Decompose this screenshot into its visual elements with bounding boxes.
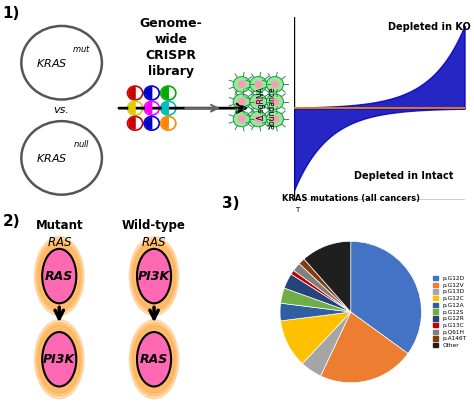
Circle shape xyxy=(238,99,245,105)
Circle shape xyxy=(131,239,177,313)
Circle shape xyxy=(272,99,278,105)
Text: Depleted in Intact: Depleted in Intact xyxy=(354,171,453,181)
Text: PI3K: PI3K xyxy=(138,270,170,282)
Circle shape xyxy=(36,322,82,396)
Circle shape xyxy=(144,116,159,130)
Wedge shape xyxy=(146,102,152,114)
Wedge shape xyxy=(162,87,168,99)
Wedge shape xyxy=(146,87,152,99)
Text: 2): 2) xyxy=(2,214,20,229)
Legend: p.G12D, p.G12V, p.G13D, p.G12C, p.G12A, p.G12S, p.G12R, p.G13C, p.Q61H, p.A146T,: p.G12D, p.G12V, p.G13D, p.G12C, p.G12A, … xyxy=(433,276,467,348)
Circle shape xyxy=(133,242,175,310)
Circle shape xyxy=(272,82,278,87)
Wedge shape xyxy=(162,102,168,114)
Circle shape xyxy=(266,77,283,92)
Text: T: T xyxy=(295,207,300,213)
Wedge shape xyxy=(284,274,351,312)
Text: Wild-type: Wild-type xyxy=(122,219,186,233)
Circle shape xyxy=(36,239,82,313)
Circle shape xyxy=(129,320,179,399)
Circle shape xyxy=(42,332,76,386)
Circle shape xyxy=(131,322,177,396)
Circle shape xyxy=(128,116,143,130)
Text: RAS: RAS xyxy=(45,270,73,282)
Wedge shape xyxy=(351,241,421,354)
Circle shape xyxy=(137,249,171,303)
Circle shape xyxy=(38,242,81,310)
Circle shape xyxy=(161,86,176,100)
Circle shape xyxy=(35,320,84,399)
Wedge shape xyxy=(320,312,408,383)
Circle shape xyxy=(161,101,176,115)
Circle shape xyxy=(233,94,250,109)
Text: $\mathit{null}$: $\mathit{null}$ xyxy=(73,138,91,149)
Wedge shape xyxy=(293,264,351,312)
Circle shape xyxy=(233,77,250,92)
Circle shape xyxy=(42,249,76,303)
Text: PI3K: PI3K xyxy=(43,353,75,366)
Circle shape xyxy=(128,101,143,115)
Circle shape xyxy=(144,101,159,115)
Text: Δ sgRNA
abundance: Δ sgRNA abundance xyxy=(257,87,277,129)
Text: $\mathit{RAS}$: $\mathit{RAS}$ xyxy=(46,236,72,249)
Wedge shape xyxy=(281,288,351,312)
Wedge shape xyxy=(280,303,351,321)
Circle shape xyxy=(35,237,84,316)
Wedge shape xyxy=(291,270,351,312)
Text: $\mathit{KRAS}$: $\mathit{KRAS}$ xyxy=(36,57,68,69)
Text: Depleted in KO: Depleted in KO xyxy=(388,22,471,32)
Circle shape xyxy=(272,116,278,122)
Circle shape xyxy=(21,121,102,195)
Wedge shape xyxy=(162,118,168,129)
Circle shape xyxy=(266,111,283,127)
Circle shape xyxy=(255,99,262,105)
Text: RAS: RAS xyxy=(140,353,168,366)
Circle shape xyxy=(38,325,81,393)
Wedge shape xyxy=(299,259,351,312)
Text: Mutant: Mutant xyxy=(36,219,83,233)
Circle shape xyxy=(128,86,143,100)
Title: KRAS mutations (all cancers): KRAS mutations (all cancers) xyxy=(282,194,420,203)
Text: vs.: vs. xyxy=(54,105,70,115)
Text: $\mathit{KRAS}$: $\mathit{KRAS}$ xyxy=(36,152,68,164)
Circle shape xyxy=(21,26,102,99)
Circle shape xyxy=(129,237,179,316)
Circle shape xyxy=(161,116,176,130)
Circle shape xyxy=(238,116,245,122)
Circle shape xyxy=(255,82,262,87)
Wedge shape xyxy=(281,312,351,364)
Wedge shape xyxy=(304,241,351,312)
Text: $\mathit{mut}$: $\mathit{mut}$ xyxy=(73,43,91,54)
Text: $\mathit{RAS}$: $\mathit{RAS}$ xyxy=(141,236,167,249)
Circle shape xyxy=(266,94,283,109)
Wedge shape xyxy=(129,102,135,114)
Circle shape xyxy=(255,116,262,122)
Wedge shape xyxy=(146,118,152,129)
Wedge shape xyxy=(129,118,135,129)
Text: 1): 1) xyxy=(2,7,20,22)
Wedge shape xyxy=(302,312,351,376)
Circle shape xyxy=(238,82,245,87)
Circle shape xyxy=(144,86,159,100)
Circle shape xyxy=(250,111,267,127)
Text: Genome-
wide
CRISPR
library: Genome- wide CRISPR library xyxy=(139,17,202,78)
Wedge shape xyxy=(129,87,135,99)
Circle shape xyxy=(250,77,267,92)
Circle shape xyxy=(133,325,175,393)
Circle shape xyxy=(137,332,171,386)
Text: 3): 3) xyxy=(222,196,239,211)
Circle shape xyxy=(250,94,267,109)
Circle shape xyxy=(233,111,250,127)
